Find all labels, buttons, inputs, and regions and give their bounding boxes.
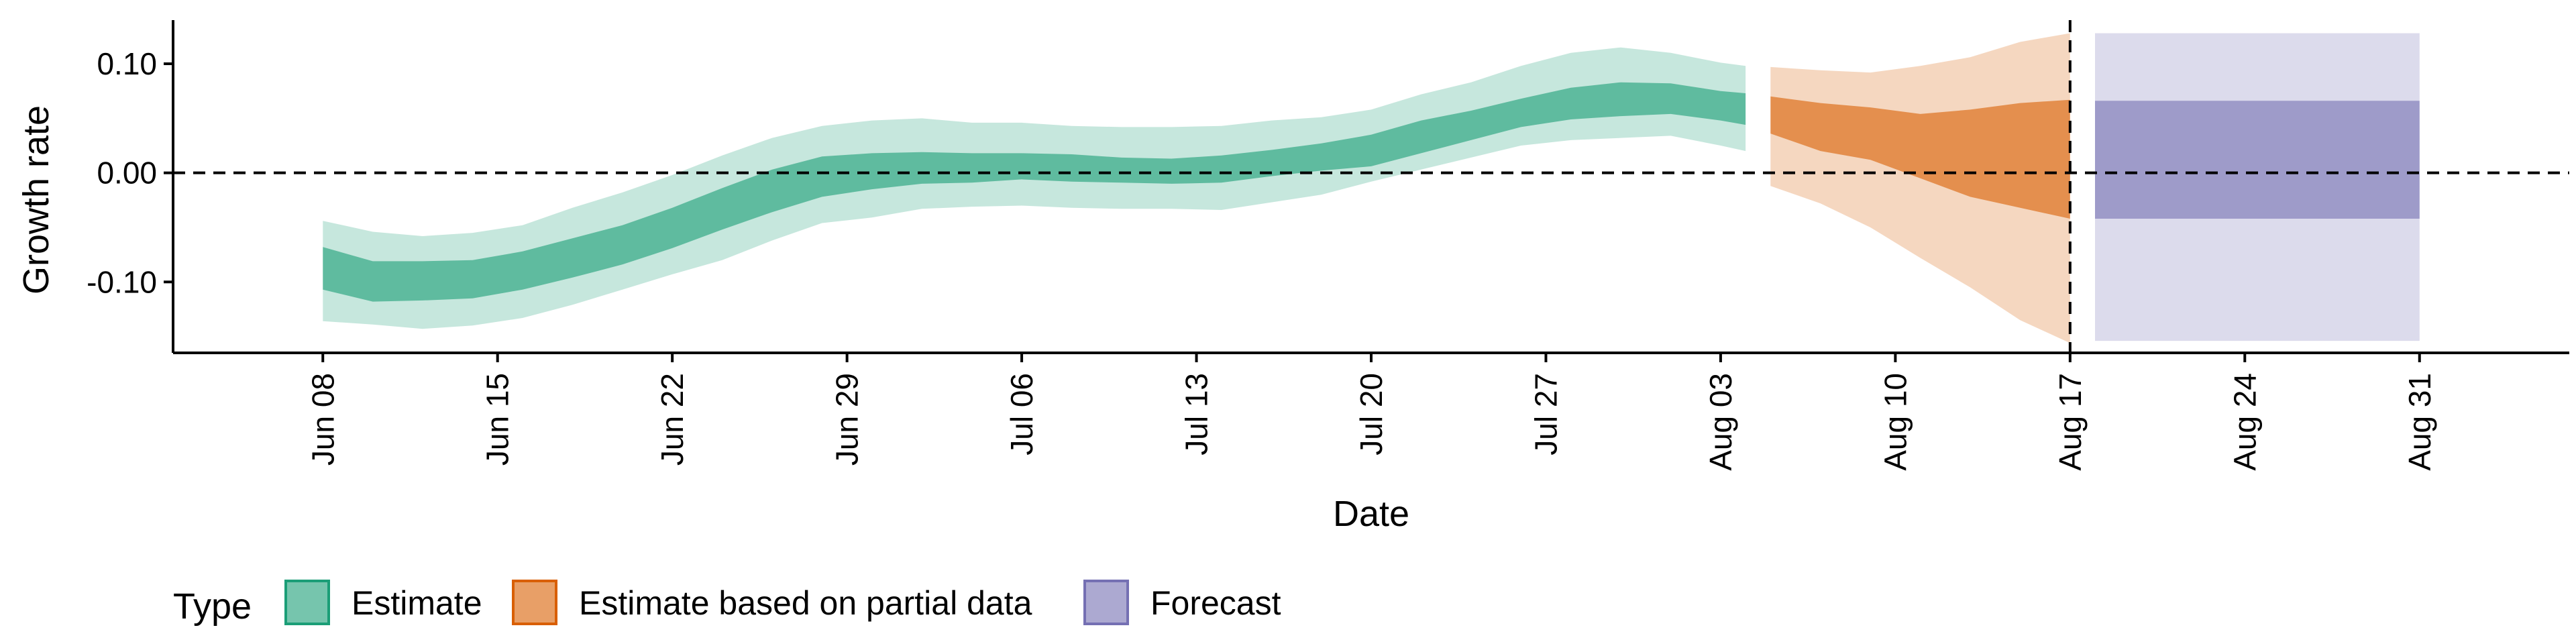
x-tick-label: Jul 27: [1528, 373, 1563, 455]
estimate-inner-band: [323, 82, 1746, 302]
y-tick-label: 0.10: [97, 46, 157, 81]
plot-area: Jun 08 Jun 15 Jun 22 Jun 29 Jul 06 Jul 13 Jul …: [87, 20, 2569, 471]
x-tick-label: Aug 10: [1878, 373, 1913, 471]
x-tick-label: Jun 15: [480, 373, 515, 466]
x-tick-label: Jul 20: [1354, 373, 1389, 455]
x-tick-label: Jun 29: [830, 373, 865, 466]
x-tick-label: Jul 13: [1179, 373, 1214, 455]
legend-swatch-forecast: [1083, 580, 1129, 625]
y-axis-title: Growth rate: [16, 105, 56, 294]
legend-label-forecast: Forecast: [1150, 584, 1281, 622]
x-tick-label: Aug 31: [2402, 373, 2437, 471]
bands-layer: [323, 33, 2420, 343]
x-axis-title: Date: [1333, 494, 1409, 534]
forecast-inner-band: [2095, 101, 2420, 219]
legend-title: Type: [173, 586, 252, 627]
legend-swatch-estimate-based-on-partial-data: [512, 580, 557, 625]
legend-label-estimate-based-on-partial-data: Estimate based on partial data: [579, 584, 1032, 622]
y-tick-label: -0.10: [87, 264, 157, 299]
estimate-outer-band: [323, 47, 1746, 329]
x-tick-label: Aug 17: [2053, 373, 2088, 471]
x-tick-label: Jul 06: [1004, 373, 1039, 455]
legend-swatch-estimate: [284, 580, 330, 625]
y-axis-ticks: 0.10 0.00 -0.10: [87, 46, 173, 299]
y-tick-label: 0.00: [97, 156, 157, 191]
x-tick-label: Jun 22: [655, 373, 690, 466]
x-tick-label: Jun 08: [305, 373, 340, 466]
x-axis-ticks: Jun 08 Jun 15 Jun 22 Jun 29 Jul 06 Jul 13 Jul …: [305, 353, 2437, 471]
estimate-based-on-partial-data-inner-band: [1770, 96, 2070, 219]
legend-label-estimate: Estimate: [352, 584, 482, 622]
x-tick-label: Aug 24: [2227, 373, 2262, 471]
legend: Type Estimate Estimate based on partial d…: [173, 580, 1281, 627]
legend-items: Estimate Estimate based on partial data Fo…: [284, 580, 1281, 625]
x-tick-label: Aug 03: [1703, 373, 1738, 471]
